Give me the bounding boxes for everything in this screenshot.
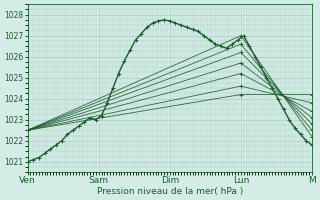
X-axis label: Pression niveau de la mer( hPa ): Pression niveau de la mer( hPa ) — [97, 187, 243, 196]
